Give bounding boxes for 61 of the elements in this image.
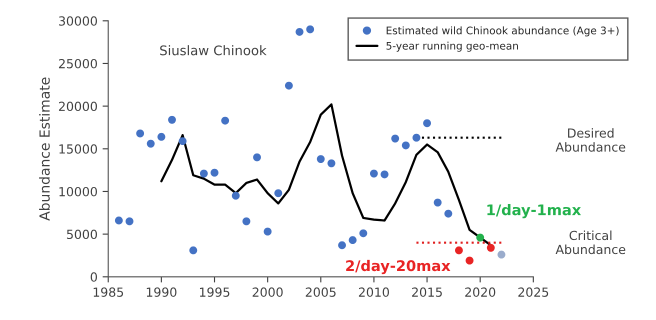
y-axis-title: Abundance Estimate [39,78,50,221]
legend-label: 5-year running geo-mean [386,42,518,52]
y-tick-label: 5000 [66,230,97,240]
text: Desired Abundance [556,128,626,152]
point [486,244,495,252]
y-tick-label: 10000 [59,186,97,196]
y-tick-label: 0 [90,272,97,282]
point [253,153,261,162]
point [210,168,218,177]
x-tick-label: 2020 [465,287,496,297]
point [157,132,166,141]
point [338,241,346,250]
y-tick-label: 20000 [58,102,97,112]
point [284,82,293,90]
point [264,228,272,236]
legend-label: Estimated wild Chinook abundance (Age 3+) [386,26,619,36]
point [434,198,442,206]
x-tick-label: 1995 [200,287,230,297]
point [455,246,463,254]
point [221,116,230,125]
point [359,229,368,238]
point [348,236,357,244]
point [168,116,176,124]
point [466,256,474,265]
point [178,137,187,146]
annotation: 1/day-1max [487,204,581,218]
point [476,234,484,242]
x-tick-label: 2005 [306,287,336,297]
text: Critical Abundance [556,230,626,254]
x-tick-label: 1985 [94,287,124,297]
x-tick-label: 2025 [518,287,548,297]
annotation: 2/day-20max [346,260,450,274]
x-tick-label: 2015 [412,287,442,297]
point [114,216,123,224]
x-tick-label: 1990 [146,287,176,297]
point [412,134,420,142]
point [189,246,198,254]
point [327,159,336,168]
point [370,170,378,178]
point [380,170,388,178]
annotation: Siuslaw Chinook [160,45,267,56]
point [242,217,250,226]
point [274,189,282,198]
point [402,141,410,150]
point [391,134,400,142]
point [423,119,431,128]
x-tick-label: 2000 [252,287,283,297]
point [200,170,208,178]
y-tick-label: 15000 [59,144,97,154]
point [146,140,155,148]
y-tick-label: 30000 [59,16,97,26]
point [136,130,144,138]
point [316,155,325,163]
point [444,210,452,218]
x-tick-label: 2010 [358,287,389,297]
point [306,25,314,34]
point [126,217,134,226]
y-tick-label: 25000 [58,58,97,68]
point [498,250,506,259]
point [296,28,304,36]
point [232,192,240,200]
